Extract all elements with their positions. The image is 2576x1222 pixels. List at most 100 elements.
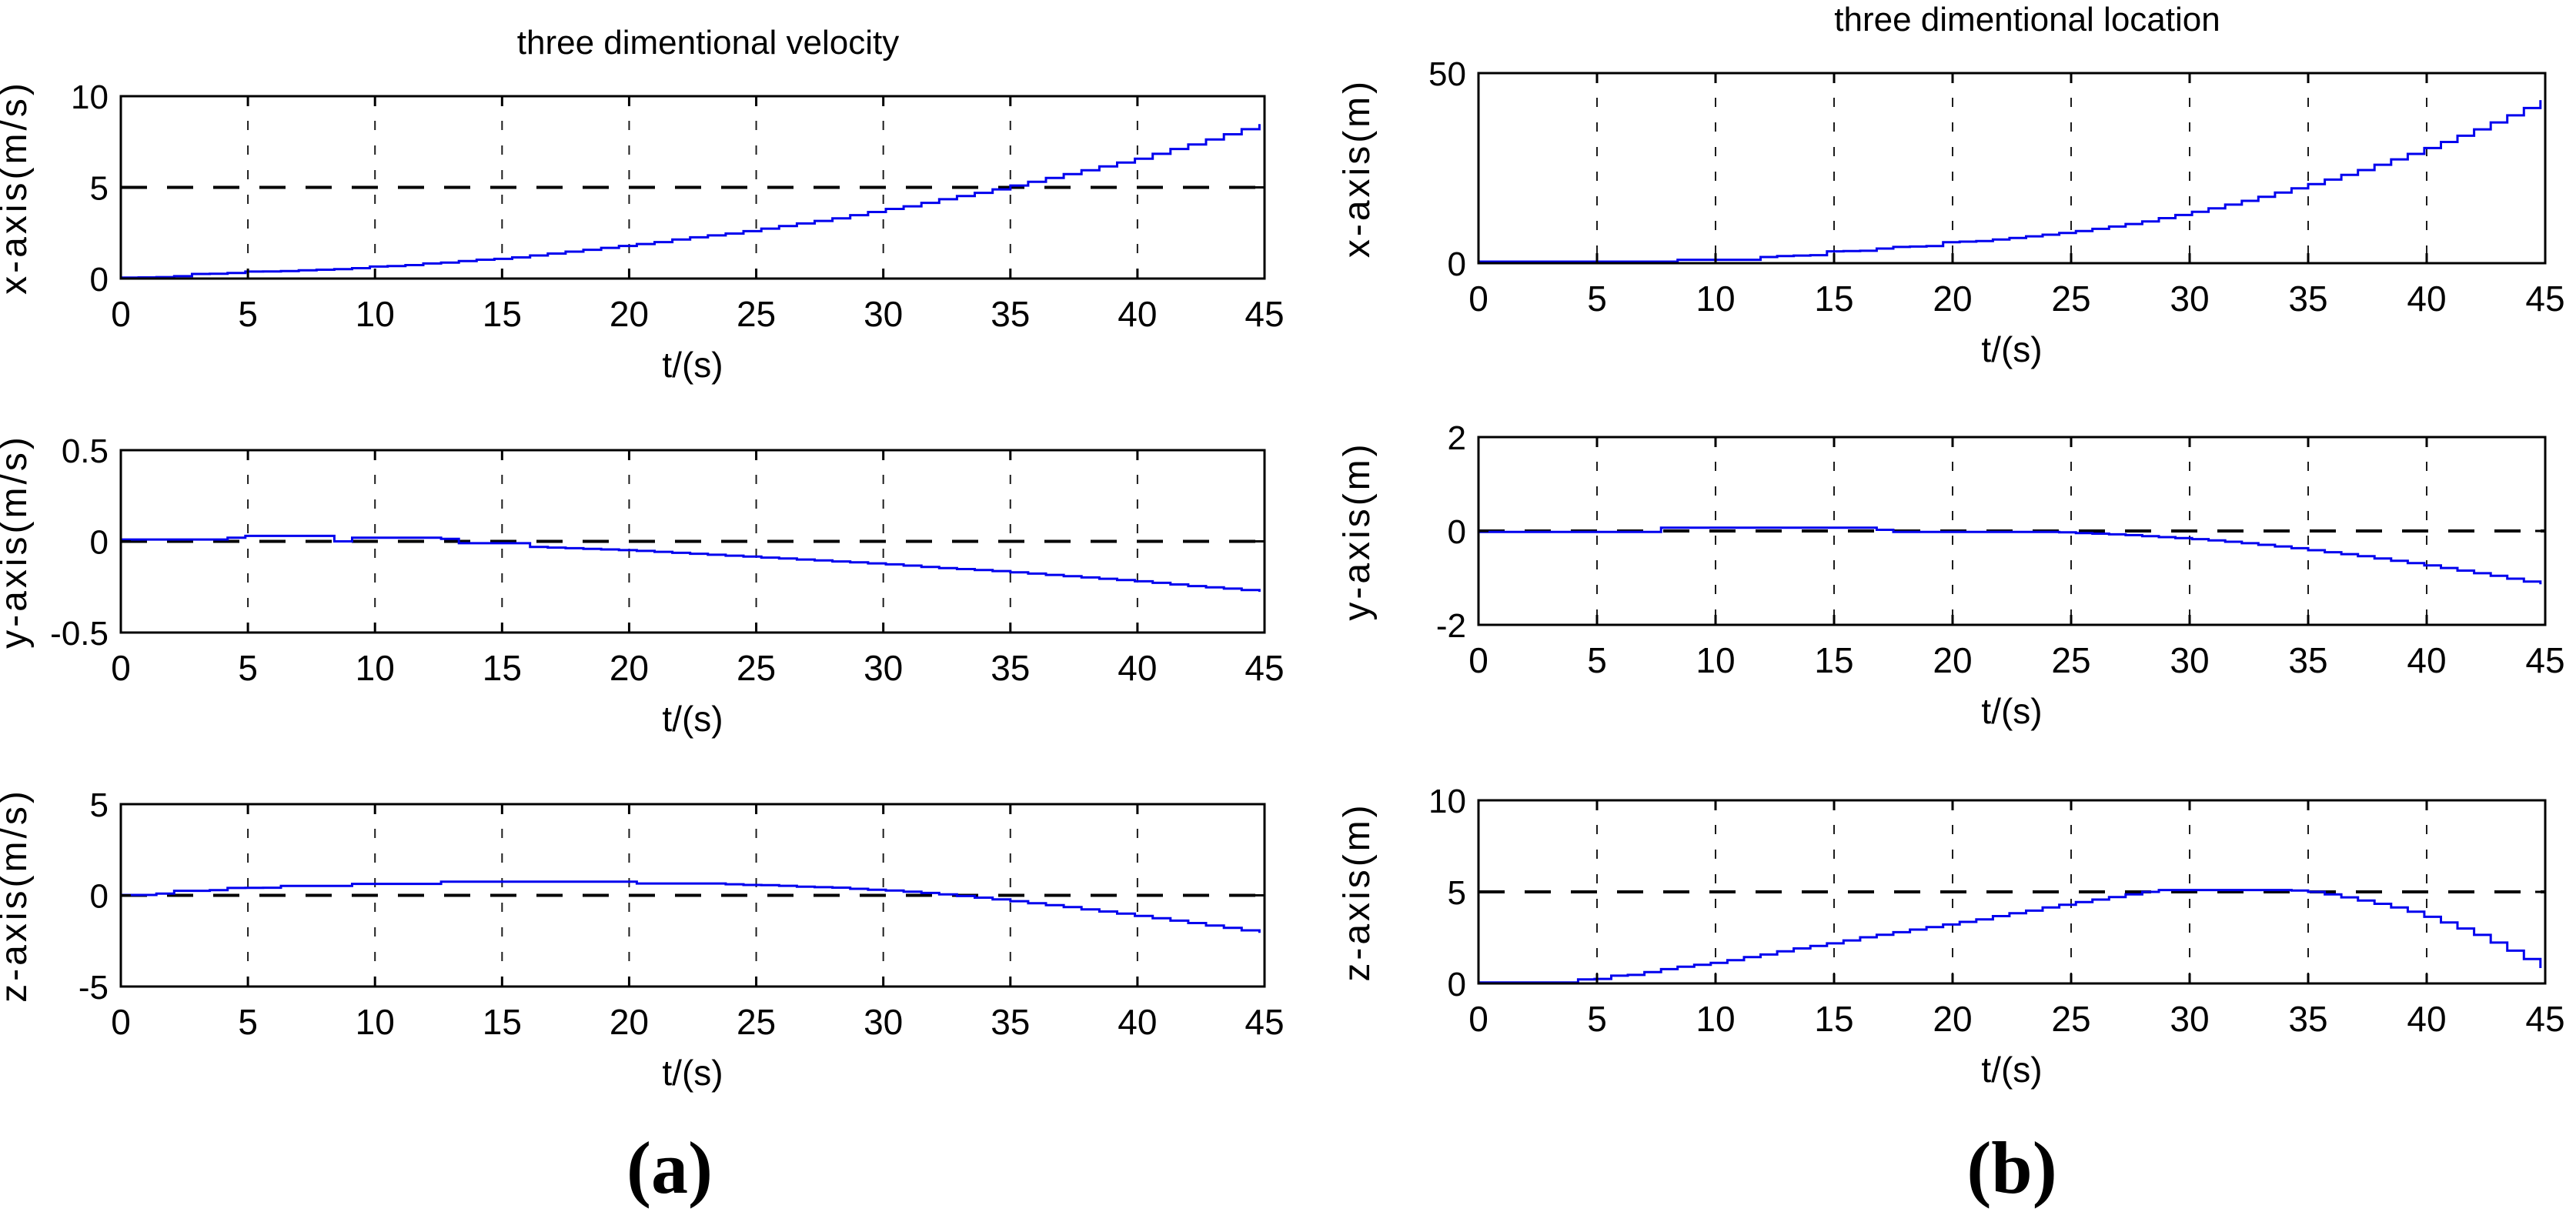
x-tick-label: 45 [2525, 999, 2564, 1039]
x-tick-label: 20 [1933, 640, 1972, 680]
y-axis-label: y-axis(m/s) [0, 434, 35, 649]
x-tick-label: 20 [610, 648, 649, 688]
x-tick-label: 5 [238, 1002, 258, 1042]
x-tick-label: 25 [2051, 999, 2090, 1039]
x-tick-label: 40 [1118, 1002, 1157, 1042]
x-axis-label: t/(s) [1981, 691, 2042, 731]
y-tick-label: -5 [79, 969, 109, 1007]
x-tick-label: 10 [1696, 279, 1735, 319]
x-tick-label: 30 [2170, 279, 2209, 319]
y-tick-label: 5 [90, 786, 109, 824]
x-tick-label: 25 [737, 1002, 776, 1042]
y-location-curve [1478, 526, 2542, 585]
y-tick-label: -0.5 [50, 615, 109, 653]
x-tick-label: 0 [1468, 640, 1488, 680]
y-tick-label: -2 [1436, 607, 1466, 645]
x-tick-label: 15 [1814, 279, 1853, 319]
y-tick-label: 50 [1428, 55, 1466, 93]
x-axis-label: t/(s) [662, 345, 723, 385]
x-tick-label: 40 [1118, 648, 1157, 688]
y-velocity-curve [121, 534, 1261, 593]
x-tick-label: 25 [2051, 279, 2090, 319]
panel-b-caption: (b) [1966, 1127, 2057, 1209]
subplot-a-yaxisms: 0 5 10 15 20 25 30 35 40 45-0.500.5t/(s)y-axis(m/… [0, 432, 1285, 739]
y-axis-label: x-axis(m) [1337, 78, 1378, 258]
y-tick-label: 0 [1448, 966, 1466, 1003]
x-axis-label: t/(s) [1981, 1050, 2042, 1090]
y-axis-label: y-axis(m) [1337, 441, 1378, 620]
x-tick-label: 30 [864, 1002, 903, 1042]
y-tick-label: 5 [90, 170, 109, 208]
x-tick-label: 30 [2170, 640, 2209, 680]
x-tick-label: 10 [356, 1002, 395, 1042]
y-tick-label: 0 [90, 261, 109, 299]
x-tick-label: 10 [1696, 999, 1735, 1039]
y-tick-label: 0.5 [62, 432, 109, 470]
z-velocity-curve [121, 880, 1261, 933]
x-tick-label: 15 [483, 294, 522, 334]
x-tick-label: 35 [2288, 640, 2327, 680]
x-tick-label: 35 [991, 1002, 1030, 1042]
x-velocity-curve [121, 124, 1261, 279]
y-tick-label: 2 [1448, 419, 1466, 457]
x-tick-label: 15 [1814, 640, 1853, 680]
x-tick-label: 40 [1118, 294, 1157, 334]
y-axis-label: z-axis(m) [1337, 802, 1378, 981]
x-tick-label: 0 [111, 648, 131, 688]
subplot-b-xaxism: 0 5 10 15 20 25 30 35 40 45 0 50 t/(s) x-axis(m) three… [1337, 1, 2565, 369]
y-tick-label: 10 [71, 78, 109, 116]
x-tick-label: 40 [2407, 279, 2446, 319]
x-tick-label: 45 [1245, 294, 1284, 334]
x-location-curve [1478, 100, 2542, 263]
x-axis-label: t/(s) [662, 699, 723, 739]
x-tick-label: 15 [483, 1002, 522, 1042]
x-tick-label: 5 [1587, 999, 1607, 1039]
y-axis-label: x-axis(m/s) [0, 80, 35, 295]
x-tick-label: 30 [864, 648, 903, 688]
x-tick-label: 5 [238, 294, 258, 334]
x-tick-label: 30 [864, 294, 903, 334]
x-tick-label: 20 [610, 1002, 649, 1042]
x-tick-label: 20 [1933, 279, 1972, 319]
x-tick-label: 30 [2170, 999, 2209, 1039]
panel-a-caption: (a) [626, 1127, 713, 1209]
subplot-b-zaxism: 0 5 10 15 20 25 30 35 40 45 0 5 10 t/(s) z-axis(m) [1337, 783, 2565, 1090]
y-tick-label: 5 [1448, 874, 1466, 912]
y-tick-label: 0 [1448, 245, 1466, 283]
x-tick-label: 45 [1245, 648, 1284, 688]
x-tick-label: 0 [111, 294, 131, 334]
x-tick-label: 20 [610, 294, 649, 334]
x-tick-label: 5 [1587, 640, 1607, 680]
y-tick-label: 0 [1448, 513, 1466, 551]
x-tick-label: 35 [991, 648, 1030, 688]
x-tick-label: 25 [737, 648, 776, 688]
panel-title: three dimentional velocity [517, 24, 899, 62]
x-tick-label: 5 [238, 648, 258, 688]
y-tick-label: 0 [90, 878, 109, 916]
x-tick-label: 10 [1696, 640, 1735, 680]
x-tick-label: 15 [1814, 999, 1853, 1039]
y-axis-label: z-axis(m/s) [0, 788, 35, 1003]
plot-box [1477, 72, 2547, 265]
x-tick-label: 25 [2051, 640, 2090, 680]
x-axis-label: t/(s) [662, 1053, 723, 1093]
panel-title: three dimentional location [1834, 1, 2220, 38]
x-tick-label: 35 [2288, 279, 2327, 319]
x-tick-label: 10 [356, 294, 395, 334]
x-tick-label: 0 [1468, 999, 1488, 1039]
x-tick-label: 10 [356, 648, 395, 688]
subplot-a-xaxisms: 0 5 10 15 20 25 30 35 40 45 0 5 10 t/(s) x-axis(m/s) th… [0, 24, 1285, 385]
x-tick-label: 35 [2288, 999, 2327, 1039]
x-tick-label: 15 [483, 648, 522, 688]
z-location-curve [1478, 889, 2542, 983]
x-tick-label: 35 [991, 294, 1030, 334]
x-tick-label: 45 [2525, 279, 2564, 319]
y-tick-label: 0 [90, 524, 109, 562]
x-tick-label: 40 [2407, 640, 2446, 680]
x-tick-label: 0 [1468, 279, 1488, 319]
x-tick-label: 45 [2525, 640, 2564, 680]
x-tick-label: 40 [2407, 999, 2446, 1039]
